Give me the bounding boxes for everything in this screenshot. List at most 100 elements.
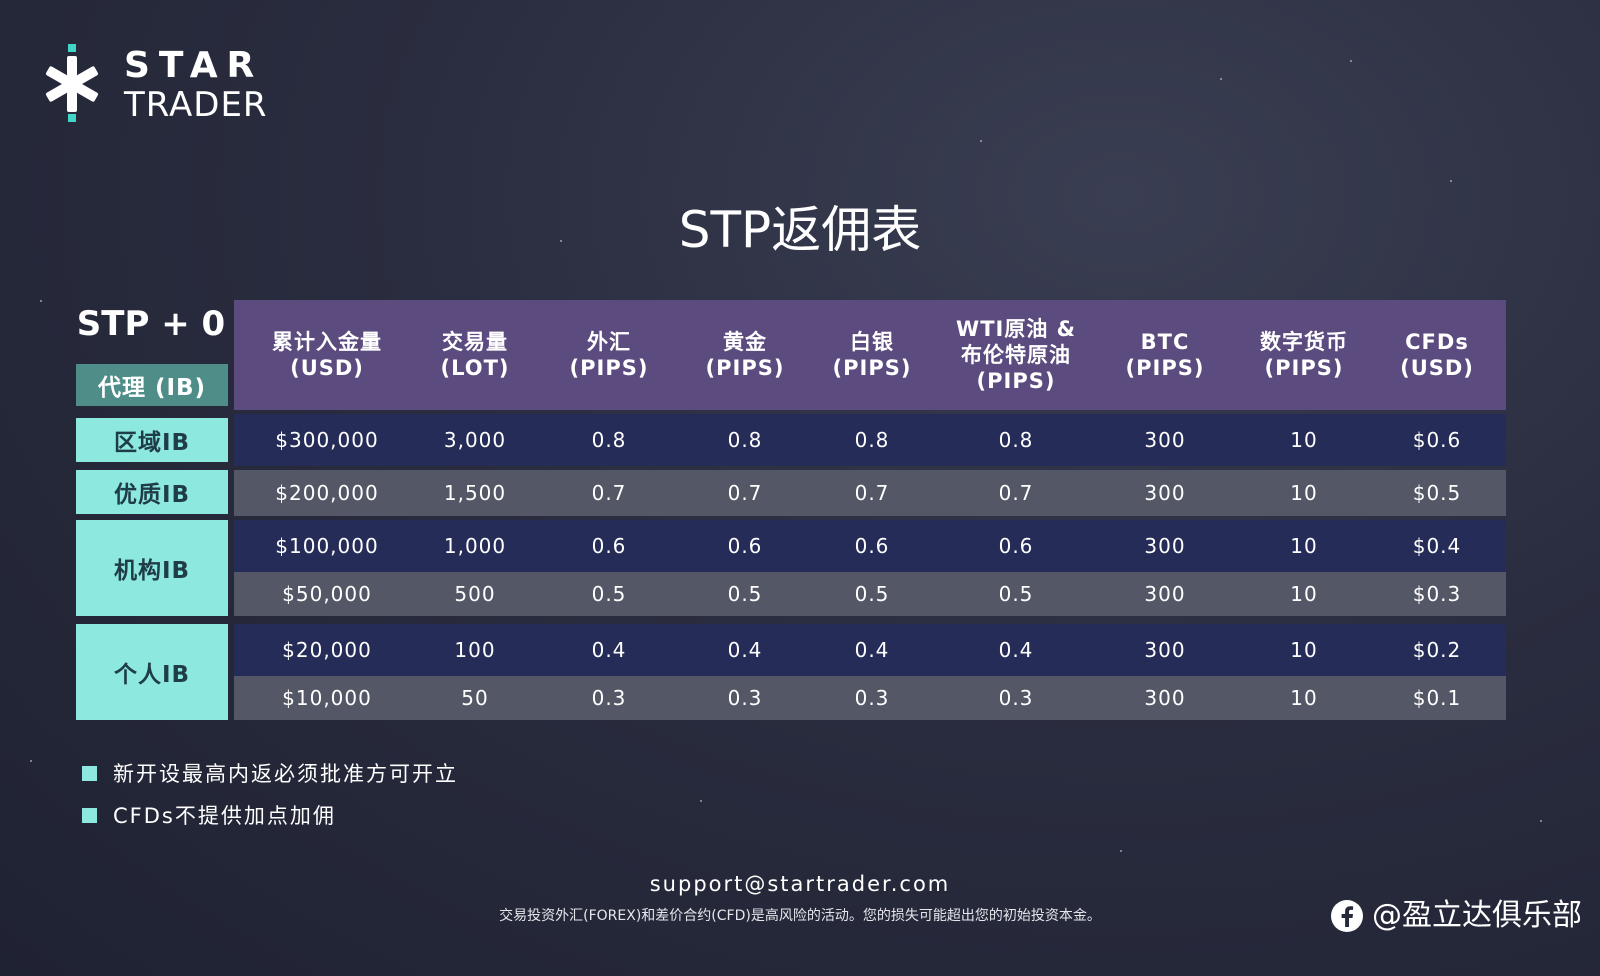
table-cell: 0.4 <box>854 638 890 662</box>
table-cell: 10 <box>1290 428 1318 452</box>
table-cell: $50,000 <box>282 582 372 606</box>
table-cell: 0.4 <box>998 638 1034 662</box>
table-cell: 1,000 <box>443 534 507 558</box>
table-cell: 1,500 <box>443 481 507 505</box>
bullet-square-icon <box>82 807 97 823</box>
table-cell: 0.3 <box>727 686 763 710</box>
table-cell: 3,000 <box>443 428 507 452</box>
column-header: 白银 (PIPS) <box>832 330 912 380</box>
notes-list: 新开设最高内返必须批准方可开立 CFDs不提供加点加佣 <box>82 752 458 836</box>
watermark-text: @盈立达俱乐部 <box>1372 898 1582 933</box>
table-cell: 300 <box>1144 686 1186 710</box>
table-cell: 10 <box>1290 481 1318 505</box>
star-dot <box>30 760 32 762</box>
table-cell: 0.7 <box>591 481 627 505</box>
table-cell: 10 <box>1290 686 1318 710</box>
column-header: CFDs (USD) <box>1400 330 1474 380</box>
page-title: STP返佣表 <box>678 201 922 259</box>
table-row: $50,000 500 0.5 0.5 0.5 0.5 300 10 $0.3 <box>234 572 1506 616</box>
star-dot <box>1350 60 1352 62</box>
table-row: $300,000 3,000 0.8 0.8 0.8 0.8 300 10 $0… <box>234 414 1506 466</box>
table-cell: $0.5 <box>1412 481 1462 505</box>
table-cell: $0.1 <box>1412 686 1462 710</box>
table-cell: 0.3 <box>854 686 890 710</box>
group-label-regional-ib: 区域IB <box>76 418 228 462</box>
table-cell: 0.6 <box>998 534 1034 558</box>
table-cell: $0.2 <box>1412 638 1462 662</box>
star-dot <box>1450 180 1452 182</box>
table-cell: 300 <box>1144 582 1186 606</box>
bullet-square-icon <box>82 765 97 781</box>
table-cell: 0.5 <box>854 582 890 606</box>
support-email[interactable]: support@startrader.com <box>649 872 951 896</box>
table-cell: 0.3 <box>998 686 1034 710</box>
table-row: $20,000 100 0.4 0.4 0.4 0.4 300 10 $0.2 <box>234 624 1506 676</box>
table-header: 累计入金量 (USD) 交易量 (LOT) 外汇 (PIPS) 黄金 (PIPS… <box>234 300 1506 410</box>
table-cell: 0.3 <box>591 686 627 710</box>
facebook-icon <box>1331 900 1363 932</box>
table-cell: $10,000 <box>282 686 372 710</box>
table-cell: 10 <box>1290 582 1318 606</box>
table-cell: 500 <box>454 582 496 606</box>
table-cell: $200,000 <box>275 481 379 505</box>
note-item: 新开设最高内返必须批准方可开立 <box>82 752 458 794</box>
table-cell: 0.7 <box>854 481 890 505</box>
table-cell: $0.3 <box>1412 582 1462 606</box>
table-cell: 0.4 <box>727 638 763 662</box>
table-cell: 0.8 <box>998 428 1034 452</box>
table-row: $10,000 50 0.3 0.3 0.3 0.3 300 10 $0.1 <box>234 676 1506 720</box>
table-cell: 300 <box>1144 481 1186 505</box>
star-dot <box>980 140 982 142</box>
table-cell: 0.4 <box>591 638 627 662</box>
table-cell: 0.5 <box>591 582 627 606</box>
table-cell: 0.6 <box>854 534 890 558</box>
table-cell: $0.4 <box>1412 534 1462 558</box>
group-label-individual-ib: 个人IB <box>76 624 228 720</box>
column-header: 外汇 (PIPS) <box>569 330 649 380</box>
table-cell: $300,000 <box>275 428 379 452</box>
star-logo-icon <box>45 44 99 122</box>
table-cell: 0.8 <box>591 428 627 452</box>
column-header: 黄金 (PIPS) <box>705 330 785 380</box>
column-header: WTI原油 & 布伦特原油 (PIPS) <box>956 317 1076 393</box>
risk-disclaimer: 交易投资外汇(FOREX)和差价合约(CFD)是高风险的活动。您的损失可能超出您… <box>499 908 1101 924</box>
star-dot <box>700 800 702 802</box>
row-header-label: 代理 (IB) <box>76 364 228 406</box>
table-cell: 0.6 <box>727 534 763 558</box>
table-row: $100,000 1,000 0.6 0.6 0.6 0.6 300 10 $0… <box>234 520 1506 572</box>
stp-plan-label: STP + 0 <box>76 304 226 344</box>
table-cell: 10 <box>1290 638 1318 662</box>
star-dot <box>40 300 42 302</box>
column-header: 累计入金量 (USD) <box>272 330 382 380</box>
table-cell: 100 <box>454 638 496 662</box>
table-cell: 50 <box>461 686 489 710</box>
brand-logo: STAR TRADER <box>40 44 280 124</box>
note-text: CFDs不提供加点加佣 <box>113 804 336 828</box>
table-cell: 0.7 <box>727 481 763 505</box>
table-cell: 0.8 <box>727 428 763 452</box>
column-header: BTC (PIPS) <box>1125 330 1205 380</box>
table-cell: $20,000 <box>282 638 372 662</box>
star-dot <box>1120 850 1122 852</box>
table-cell: 0.5 <box>998 582 1034 606</box>
column-header: 数字货币 (PIPS) <box>1260 330 1348 380</box>
watermark: @盈立达俱乐部 <box>1330 896 1582 936</box>
table-cell: 0.8 <box>854 428 890 452</box>
note-item: CFDs不提供加点加佣 <box>82 794 458 836</box>
star-dot <box>560 240 562 242</box>
table-cell: $100,000 <box>275 534 379 558</box>
note-text: 新开设最高内返必须批准方可开立 <box>113 762 458 786</box>
table-cell: 0.7 <box>998 481 1034 505</box>
brand-name-trader: TRADER <box>124 85 268 125</box>
table-cell: 300 <box>1144 534 1186 558</box>
table-row: $200,000 1,500 0.7 0.7 0.7 0.7 300 10 $0… <box>234 470 1506 516</box>
table-cell: 300 <box>1144 638 1186 662</box>
group-label-premium-ib: 优质IB <box>76 470 228 514</box>
column-header: 交易量 (LOT) <box>440 330 510 380</box>
star-dot <box>1220 78 1222 80</box>
group-label-institutional-ib: 机构IB <box>76 520 228 616</box>
brand-name-star: STAR <box>124 45 264 86</box>
table-cell: $0.6 <box>1412 428 1462 452</box>
star-dot <box>1540 820 1542 822</box>
table-cell: 300 <box>1144 428 1186 452</box>
